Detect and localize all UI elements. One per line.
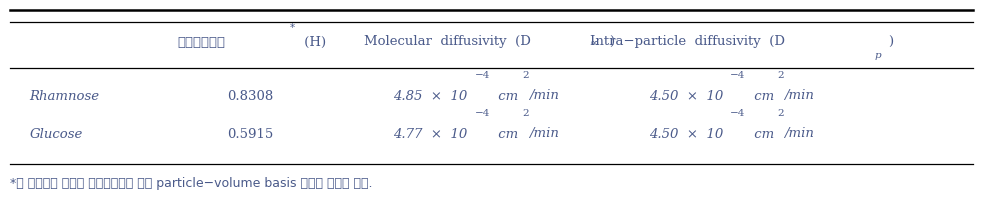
Text: 2: 2 — [522, 72, 529, 80]
Text: cm: cm — [494, 90, 519, 102]
Text: /min: /min — [529, 128, 558, 140]
Text: 2: 2 — [522, 109, 529, 118]
Text: ): ) — [888, 36, 893, 48]
Text: Molecular  diffusivity  (D: Molecular diffusivity (D — [364, 36, 531, 48]
Text: −4: −4 — [730, 109, 746, 118]
Text: −4: −4 — [475, 109, 491, 118]
Text: 4.50  ×  10: 4.50 × 10 — [649, 90, 723, 102]
Text: Rhamnose: Rhamnose — [29, 90, 99, 102]
Text: cm: cm — [750, 128, 775, 140]
Text: 0.8308: 0.8308 — [227, 90, 274, 102]
Text: −4: −4 — [730, 72, 746, 80]
Text: Glucose: Glucose — [29, 128, 83, 140]
Text: 0.5915: 0.5915 — [227, 128, 274, 140]
Text: 4.77  ×  10: 4.77 × 10 — [393, 128, 468, 140]
Text: 선형흡착계수: 선형흡착계수 — [177, 36, 225, 48]
Text: 2: 2 — [778, 109, 784, 118]
Text: cm: cm — [494, 128, 519, 140]
Text: 2: 2 — [778, 72, 784, 80]
Text: cm: cm — [750, 90, 775, 102]
Text: *: * — [290, 23, 295, 33]
Text: /min: /min — [784, 90, 814, 102]
Text: ∞: ∞ — [590, 37, 599, 47]
Text: −4: −4 — [475, 72, 491, 80]
Text: (H): (H) — [300, 36, 326, 48]
Text: 4.50  ×  10: 4.50 × 10 — [649, 128, 723, 140]
Text: p: p — [875, 51, 882, 60]
Text: /min: /min — [529, 90, 558, 102]
Text: Intra−particle  diffusivity  (D: Intra−particle diffusivity (D — [590, 36, 784, 48]
Text: /min: /min — [784, 128, 814, 140]
Text: ): ) — [609, 36, 614, 48]
Text: *본 연구에서 제시된 선형흡착계수 값은 particle−volume basis 하에서 산출된 값임.: *본 연구에서 제시된 선형흡착계수 값은 particle−volume ba… — [10, 178, 373, 190]
Text: 4.85  ×  10: 4.85 × 10 — [393, 90, 468, 102]
